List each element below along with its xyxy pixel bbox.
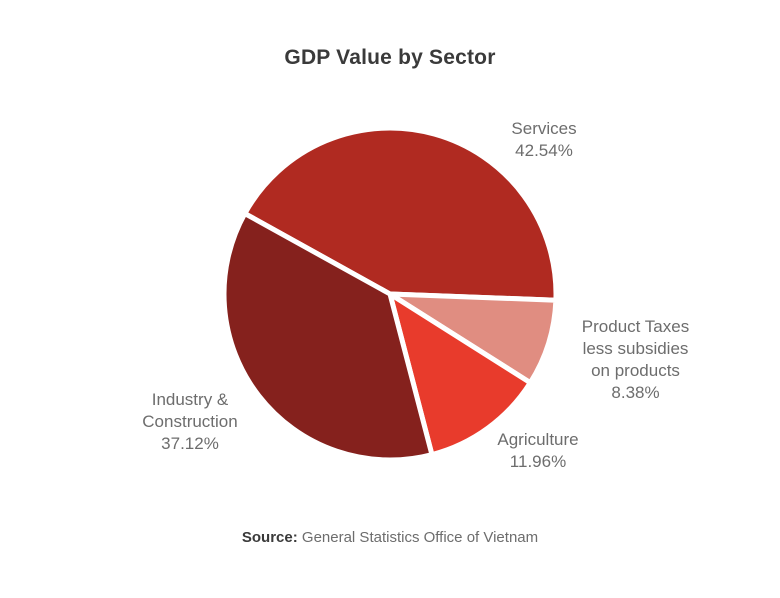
source-text: General Statistics Office of Vietnam	[297, 529, 539, 546]
source-line: Source: General Statistics Office of Vie…	[0, 529, 780, 546]
pie-label-product-taxes: Product Taxes less subsidies on products…	[581, 317, 690, 402]
pie-label-industry-construction: Industry & Construction 37.12%	[142, 390, 238, 453]
pie-label-services: Services 42.54%	[511, 119, 577, 160]
source-label: Source:	[241, 529, 298, 546]
pie-slice-services[interactable]	[242, 125, 559, 303]
pie-slice-industry-construction[interactable]	[221, 211, 435, 463]
pie-label-agriculture: Agriculture 11.96%	[497, 430, 579, 471]
pie-slice-agriculture[interactable]	[387, 291, 533, 458]
chart-title: GDP Value by Sector	[284, 46, 496, 69]
